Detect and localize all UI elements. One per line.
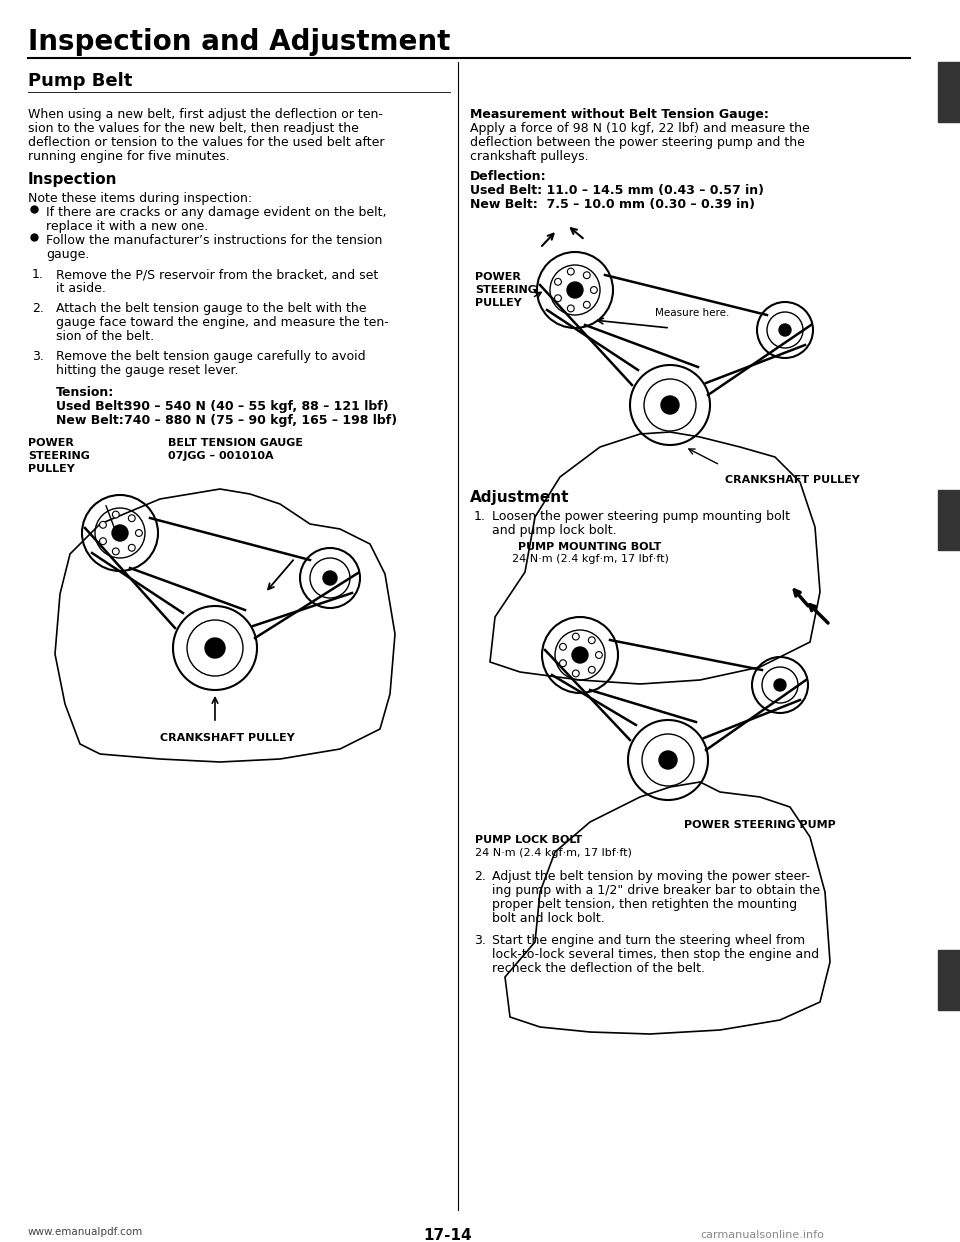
Circle shape: [572, 647, 588, 663]
Circle shape: [129, 514, 135, 522]
Text: 24 N·m (2.4 kgf·m, 17 lbf·ft): 24 N·m (2.4 kgf·m, 17 lbf·ft): [475, 848, 632, 858]
Circle shape: [555, 278, 562, 286]
Text: bolt and lock bolt.: bolt and lock bolt.: [492, 912, 605, 925]
Text: Remove the P/S reservoir from the bracket, and set: Remove the P/S reservoir from the bracke…: [56, 268, 378, 281]
Bar: [938, 491, 960, 550]
Circle shape: [584, 272, 590, 278]
Text: 17-14: 17-14: [423, 1228, 472, 1242]
Circle shape: [205, 638, 225, 658]
Circle shape: [774, 679, 786, 691]
Circle shape: [567, 268, 574, 274]
Text: ing pump with a 1/2" drive breaker bar to obtain the: ing pump with a 1/2" drive breaker bar t…: [492, 884, 820, 897]
Text: If there are cracks or any damage evident on the belt,: If there are cracks or any damage eviden…: [46, 206, 387, 219]
Text: Attach the belt tension gauge to the belt with the: Attach the belt tension gauge to the bel…: [56, 302, 367, 315]
Text: crankshaft pulleys.: crankshaft pulleys.: [470, 150, 588, 163]
Text: BELT TENSION GAUGE
07JGG – 001010A: BELT TENSION GAUGE 07JGG – 001010A: [168, 438, 303, 461]
Circle shape: [661, 396, 679, 414]
Circle shape: [129, 544, 135, 551]
Circle shape: [135, 529, 142, 537]
Circle shape: [112, 525, 128, 542]
Text: Used Belt:: Used Belt:: [56, 400, 128, 414]
Text: Remove the belt tension gauge carefully to avoid: Remove the belt tension gauge carefully …: [56, 350, 366, 363]
Text: Measurement without Belt Tension Gauge:: Measurement without Belt Tension Gauge:: [470, 108, 769, 120]
Text: Start the engine and turn the steering wheel from: Start the engine and turn the steering w…: [492, 934, 805, 946]
Text: POWER
STEERING
PULLEY: POWER STEERING PULLEY: [475, 272, 537, 308]
Text: proper belt tension, then retighten the mounting: proper belt tension, then retighten the …: [492, 898, 797, 910]
Circle shape: [572, 669, 579, 677]
Text: POWER STEERING PUMP: POWER STEERING PUMP: [684, 820, 836, 830]
Text: CRANKSHAFT PULLEY: CRANKSHAFT PULLEY: [725, 474, 860, 484]
Circle shape: [567, 282, 583, 298]
Text: Adjustment: Adjustment: [470, 491, 569, 505]
Text: 1.: 1.: [474, 510, 486, 523]
Text: Measure here.: Measure here.: [655, 308, 730, 318]
Text: Note these items during inspection:: Note these items during inspection:: [28, 193, 252, 205]
Circle shape: [560, 660, 566, 667]
Text: recheck the deflection of the belt.: recheck the deflection of the belt.: [492, 963, 705, 975]
Text: Follow the manufacturer’s instructions for the tension: Follow the manufacturer’s instructions f…: [46, 233, 382, 247]
Text: When using a new belt, first adjust the deflection or ten-: When using a new belt, first adjust the …: [28, 108, 383, 120]
Text: deflection or tension to the values for the used belt after: deflection or tension to the values for …: [28, 137, 385, 149]
Text: hitting the gauge reset lever.: hitting the gauge reset lever.: [56, 364, 238, 378]
Text: Adjust the belt tension by moving the power steer-: Adjust the belt tension by moving the po…: [492, 869, 810, 883]
Circle shape: [659, 751, 677, 769]
Circle shape: [112, 512, 119, 518]
Text: 740 – 880 N (75 – 90 kgf, 165 – 198 lbf): 740 – 880 N (75 – 90 kgf, 165 – 198 lbf): [124, 414, 397, 427]
Text: Tension:: Tension:: [56, 386, 114, 399]
Text: gauge.: gauge.: [46, 248, 89, 261]
Text: and pump lock bolt.: and pump lock bolt.: [492, 524, 616, 537]
Text: POWER
STEERING
PULLEY: POWER STEERING PULLEY: [28, 438, 90, 474]
Text: 3.: 3.: [32, 350, 44, 363]
Text: running engine for five minutes.: running engine for five minutes.: [28, 150, 229, 163]
Text: CRANKSHAFT PULLEY: CRANKSHAFT PULLEY: [160, 733, 295, 743]
Circle shape: [779, 324, 791, 337]
Text: 2.: 2.: [474, 869, 486, 883]
Text: New Belt:  7.5 – 10.0 mm (0.30 – 0.39 in): New Belt: 7.5 – 10.0 mm (0.30 – 0.39 in): [470, 197, 755, 211]
Circle shape: [595, 652, 602, 658]
Circle shape: [572, 633, 579, 640]
Text: www.emanualpdf.com: www.emanualpdf.com: [28, 1227, 143, 1237]
Text: lock-to-lock several times, then stop the engine and: lock-to-lock several times, then stop th…: [492, 948, 819, 961]
Text: sion to the values for the new belt, then readjust the: sion to the values for the new belt, the…: [28, 122, 359, 135]
Text: Loosen the power steering pump mounting bolt: Loosen the power steering pump mounting …: [492, 510, 790, 523]
Circle shape: [567, 306, 574, 312]
Circle shape: [584, 302, 590, 308]
Circle shape: [112, 548, 119, 555]
Text: Inspection: Inspection: [28, 171, 117, 188]
Text: 1.: 1.: [32, 268, 44, 281]
Bar: [938, 950, 960, 1010]
Text: it aside.: it aside.: [56, 282, 106, 296]
Text: gauge face toward the engine, and measure the ten-: gauge face toward the engine, and measur…: [56, 315, 389, 329]
Text: replace it with a new one.: replace it with a new one.: [46, 220, 208, 233]
Text: 2.: 2.: [32, 302, 44, 315]
Text: carmanualsonline.info: carmanualsonline.info: [700, 1230, 824, 1240]
Text: Apply a force of 98 N (10 kgf, 22 lbf) and measure the: Apply a force of 98 N (10 kgf, 22 lbf) a…: [470, 122, 809, 135]
Circle shape: [555, 294, 562, 302]
Text: New Belt:: New Belt:: [56, 414, 124, 427]
Text: PUMP MOUNTING BOLT: PUMP MOUNTING BOLT: [518, 542, 661, 551]
Text: 24 N·m (2.4 kgf·m, 17 lbf·ft): 24 N·m (2.4 kgf·m, 17 lbf·ft): [512, 554, 668, 564]
Circle shape: [588, 667, 595, 673]
Circle shape: [588, 637, 595, 643]
Text: 390 – 540 N (40 – 55 kgf, 88 – 121 lbf): 390 – 540 N (40 – 55 kgf, 88 – 121 lbf): [124, 400, 389, 414]
Text: Deflection:: Deflection:: [470, 170, 546, 183]
Circle shape: [560, 643, 566, 651]
Text: PUMP LOCK BOLT: PUMP LOCK BOLT: [475, 835, 583, 845]
Text: Used Belt: 11.0 – 14.5 mm (0.43 – 0.57 in): Used Belt: 11.0 – 14.5 mm (0.43 – 0.57 i…: [470, 184, 764, 197]
Text: deflection between the power steering pump and the: deflection between the power steering pu…: [470, 137, 804, 149]
Circle shape: [100, 538, 107, 545]
Circle shape: [323, 571, 337, 585]
Text: Inspection and Adjustment: Inspection and Adjustment: [28, 29, 450, 56]
Text: Pump Belt: Pump Belt: [28, 72, 132, 89]
Bar: [938, 62, 960, 122]
Circle shape: [590, 287, 597, 293]
Text: 3.: 3.: [474, 934, 486, 946]
Text: sion of the belt.: sion of the belt.: [56, 330, 155, 343]
Circle shape: [100, 522, 107, 528]
